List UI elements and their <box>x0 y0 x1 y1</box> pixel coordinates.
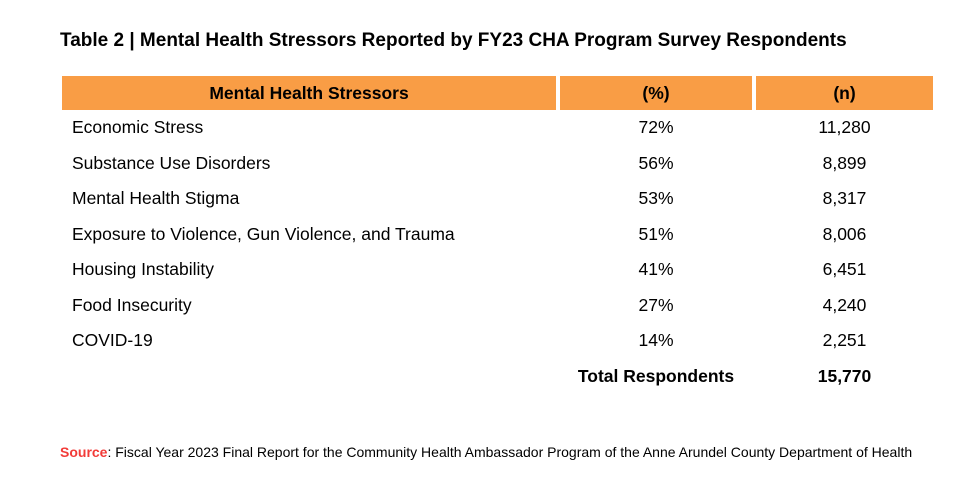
table-row: Economic Stress 72% 11,280 <box>62 110 933 146</box>
stressor-count: 11,280 <box>818 117 871 137</box>
column-divider <box>752 76 756 110</box>
header-stressors: Mental Health Stressors <box>62 76 556 110</box>
table-row: Mental Health Stigma 53% 8,317 <box>62 181 933 217</box>
total-respondents-label: Total Respondents <box>577 365 735 386</box>
stressor-percent: 51% <box>638 223 674 244</box>
stressor-name: Mental Health Stigma <box>72 188 240 208</box>
total-respondents-value: 15,770 <box>817 365 872 386</box>
stressor-percent: 53% <box>638 188 674 208</box>
table-title: Table 2 | Mental Health Stressors Report… <box>60 30 847 51</box>
stressor-name: COVID-19 <box>72 330 153 350</box>
stressor-percent: 14% <box>638 330 674 350</box>
stressor-percent: 72% <box>638 117 674 137</box>
stressor-percent: 41% <box>638 259 674 279</box>
header-count: (n) <box>756 76 933 110</box>
stressor-count: 8,006 <box>822 223 867 244</box>
table-header-row: Mental Health Stressors (%) (n) <box>62 76 933 110</box>
header-percent: (%) <box>560 76 752 110</box>
source-text: : Fiscal Year 2023 Final Report for the … <box>107 444 913 460</box>
table-row: Housing Instability 41% 6,451 <box>62 252 933 288</box>
table-row: COVID-19 14% 2,251 <box>62 323 933 359</box>
stressor-name: Substance Use Disorders <box>72 152 271 173</box>
table-row: Substance Use Disorders 56% 8,899 <box>62 145 933 181</box>
stressor-count: 8,899 <box>822 152 867 173</box>
stressor-name: Exposure to Violence, Gun Violence, and … <box>72 223 455 244</box>
total-row-empty-cell <box>62 359 556 395</box>
table-row: Food Insecurity 27% 4,240 <box>62 287 933 323</box>
source-label: Source <box>60 444 108 460</box>
stressor-name: Food Insecurity <box>72 294 192 315</box>
stressor-count: 4,240 <box>822 294 867 315</box>
stressor-percent: 27% <box>638 294 674 315</box>
source-citation: Source: Fiscal Year 2023 Final Report fo… <box>60 444 912 460</box>
mental-health-stressors-table: Mental Health Stressors (%) (n) Economic… <box>62 76 933 394</box>
stressor-name: Economic Stress <box>72 117 204 137</box>
stressor-name: Housing Instability <box>72 259 215 279</box>
stressor-count: 8,317 <box>822 188 867 208</box>
stressor-percent: 56% <box>638 152 674 173</box>
column-divider <box>556 76 560 110</box>
table-row: Exposure to Violence, Gun Violence, and … <box>62 216 933 252</box>
stressor-count: 6,451 <box>822 259 867 279</box>
stressor-count: 2,251 <box>822 330 867 350</box>
table-total-row: Total Respondents 15,770 <box>62 358 933 395</box>
